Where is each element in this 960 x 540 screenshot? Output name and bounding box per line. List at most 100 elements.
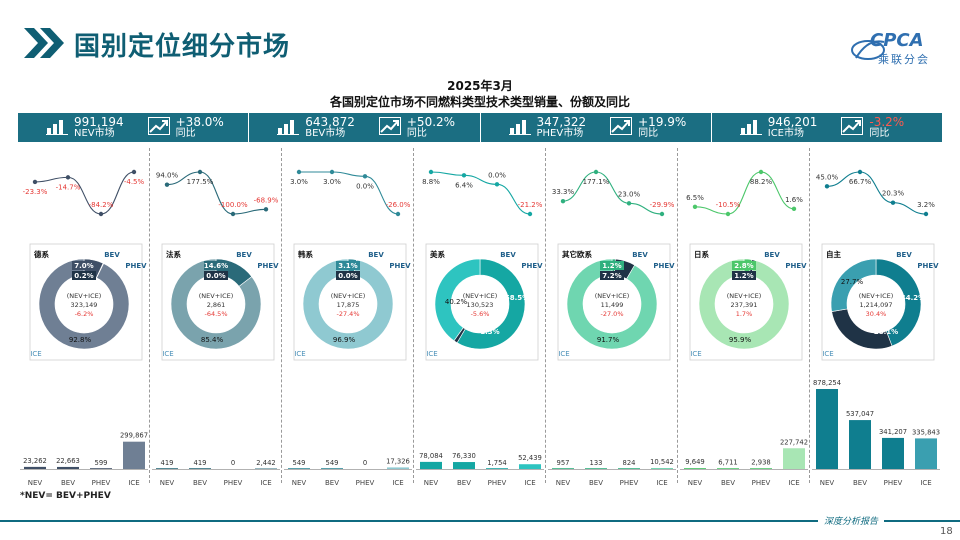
logo-text: CPCA (870, 30, 924, 51)
kpi-value: 347,322 (536, 114, 587, 129)
chevron-right-icon (24, 28, 64, 58)
donut-slice-ice (302, 258, 394, 350)
page-title: 国别定位细分市场 (74, 32, 291, 62)
kpi-BEV市场: 643,872 BEV市场 +50.2% 同比 (248, 113, 479, 142)
donut-slice-ice (434, 258, 481, 342)
share-bev: 1.2% (602, 262, 621, 270)
axis-tick-label: ICE (656, 479, 667, 487)
bar-ice (123, 441, 145, 469)
bar-ice (651, 468, 673, 469)
yoy-label: 3.0% (290, 178, 308, 186)
share-phev: 7.2% (602, 272, 621, 280)
yoy-point (197, 169, 203, 175)
share-bev-box (204, 261, 228, 270)
share-bev: 7.0% (74, 262, 93, 270)
bar-nev (684, 468, 706, 469)
legend-ice: ICE (426, 350, 437, 358)
axis-tick-label: PHEV (356, 479, 375, 487)
yoy-label: 88.2% (750, 178, 773, 186)
kpi-value: 991,194 (74, 114, 124, 129)
panel-divider (281, 148, 282, 483)
share-bev: 44.2% (901, 294, 925, 302)
bar-chart-icon (46, 119, 68, 135)
yoy-label: 23.0% (618, 190, 641, 198)
donut-total-yoy: -27.0% (601, 310, 624, 318)
kpi-ICE市场: 946,201 ICE市场 -3.2% 同比 (710, 113, 942, 142)
bar-value-label: 549 (293, 459, 306, 467)
share-bev: 58.5% (505, 294, 529, 302)
legend-ice: ICE (30, 350, 41, 358)
donut-total: 11,499 (601, 301, 624, 309)
yoy-point (65, 175, 71, 180)
legend-bev: BEV (632, 251, 648, 259)
yoy-label: 66.7% (849, 178, 872, 186)
axis-tick-label: PHEV (752, 479, 771, 487)
share-phev: 1.2% (734, 272, 753, 280)
yoy-point (461, 173, 467, 178)
share-bev-box (72, 261, 96, 270)
share-ice: 91.7% (597, 336, 620, 344)
yoy-point (626, 201, 632, 206)
bar-bev (585, 468, 607, 469)
kpi-bar: 991,194 NEV市场 +38.0% 同比 643,872 BEV市场 +50.2% 同比… (18, 113, 942, 142)
country-name: 韩系 (298, 249, 313, 259)
bar-bev (189, 468, 211, 469)
trend-up-icon (610, 116, 633, 135)
yoy-label: 177.1% (583, 178, 610, 186)
yoy-label: 6.4% (455, 181, 473, 189)
axis-tick-label: NEV (424, 479, 439, 487)
donut-center-label: (NEV+ICE) (859, 292, 894, 300)
bar-value-label: 52,439 (518, 454, 542, 462)
legend-phev: PHEV (257, 262, 279, 270)
yoy-point (362, 174, 368, 179)
donut-total: 323,149 (71, 301, 98, 309)
country-name: 德系 (34, 249, 49, 259)
share-phev-box (72, 271, 96, 280)
yoy-point (131, 169, 137, 175)
axis-tick-label: ICE (788, 479, 799, 487)
yoy-point (593, 169, 599, 175)
yoy-point (824, 184, 830, 189)
yoy-line (694, 171, 795, 215)
panel-divider (149, 148, 150, 483)
share-bev-box (336, 261, 360, 270)
share-phev-box (336, 271, 360, 280)
donut-total-yoy: -64.5% (205, 310, 228, 318)
axis-tick-label: PHEV (224, 479, 243, 487)
donut-center-label: (NEV+ICE) (331, 292, 366, 300)
share-phev-box (600, 271, 624, 280)
legend-ice: ICE (558, 350, 569, 358)
kpi-yoy-label: 同比 (406, 127, 427, 139)
donut-slice-bev (456, 258, 526, 350)
bar-bev (849, 420, 871, 469)
axis-tick-label: BEV (193, 479, 207, 487)
yoy-point (758, 169, 764, 175)
donut-center-label: (NEV+ICE) (67, 292, 102, 300)
yoy-point (230, 211, 236, 217)
chart-title-line2: 各国别定位市场不同燃料类型技术类型销量、份额及同比 (329, 95, 630, 109)
share-phev: 28.1% (874, 328, 898, 336)
yoy-point (296, 169, 302, 175)
bar-ice (915, 438, 937, 469)
yoy-point (428, 169, 434, 175)
kpi-yoy: -3.2% (869, 114, 905, 129)
share-bev-box (732, 261, 756, 270)
bar-phev (618, 468, 640, 469)
bar-value-label: 17,326 (386, 457, 410, 465)
logo-subtext: 乘联分会 (878, 53, 930, 66)
bar-bev (57, 466, 79, 469)
yoy-label: -10.5% (716, 201, 741, 209)
yoy-label: -29.9% (650, 201, 675, 209)
legend-bev: BEV (236, 251, 252, 259)
legend-phev: PHEV (521, 262, 543, 270)
yoy-label: -23.3% (23, 188, 48, 196)
yoy-point (791, 206, 797, 212)
yoy-label: -4.5% (124, 178, 145, 186)
kpi-yoy: +38.0% (175, 114, 224, 129)
share-bev: 2.8% (734, 262, 753, 270)
axis-tick-label: BEV (721, 479, 735, 487)
yoy-label: 6.5% (686, 194, 704, 202)
yoy-line (166, 171, 267, 215)
yoy-label: 8.8% (422, 178, 440, 186)
